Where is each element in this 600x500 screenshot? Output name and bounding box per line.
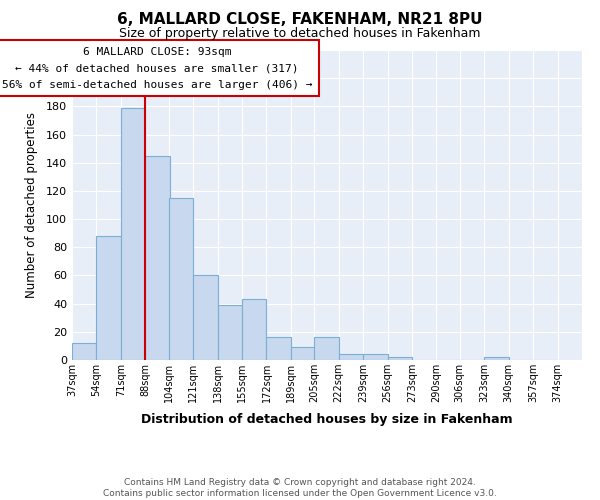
Bar <box>193 276 218 360</box>
Bar <box>484 357 509 360</box>
Bar <box>291 348 316 360</box>
Bar <box>388 357 412 360</box>
Bar <box>314 338 338 360</box>
Bar <box>242 300 266 360</box>
Bar <box>169 198 193 360</box>
Text: Size of property relative to detached houses in Fakenham: Size of property relative to detached ho… <box>119 28 481 40</box>
Text: 6 MALLARD CLOSE: 93sqm
← 44% of detached houses are smaller (317)
56% of semi-de: 6 MALLARD CLOSE: 93sqm ← 44% of detached… <box>2 47 312 90</box>
Y-axis label: Number of detached properties: Number of detached properties <box>25 112 38 298</box>
X-axis label: Distribution of detached houses by size in Fakenham: Distribution of detached houses by size … <box>141 414 513 426</box>
Bar <box>338 354 363 360</box>
Bar <box>363 354 388 360</box>
Text: 6, MALLARD CLOSE, FAKENHAM, NR21 8PU: 6, MALLARD CLOSE, FAKENHAM, NR21 8PU <box>117 12 483 28</box>
Bar <box>121 108 145 360</box>
Text: Contains HM Land Registry data © Crown copyright and database right 2024.
Contai: Contains HM Land Registry data © Crown c… <box>103 478 497 498</box>
Bar <box>145 156 170 360</box>
Bar <box>266 338 291 360</box>
Bar <box>97 236 121 360</box>
Bar <box>72 343 97 360</box>
Bar <box>218 305 242 360</box>
